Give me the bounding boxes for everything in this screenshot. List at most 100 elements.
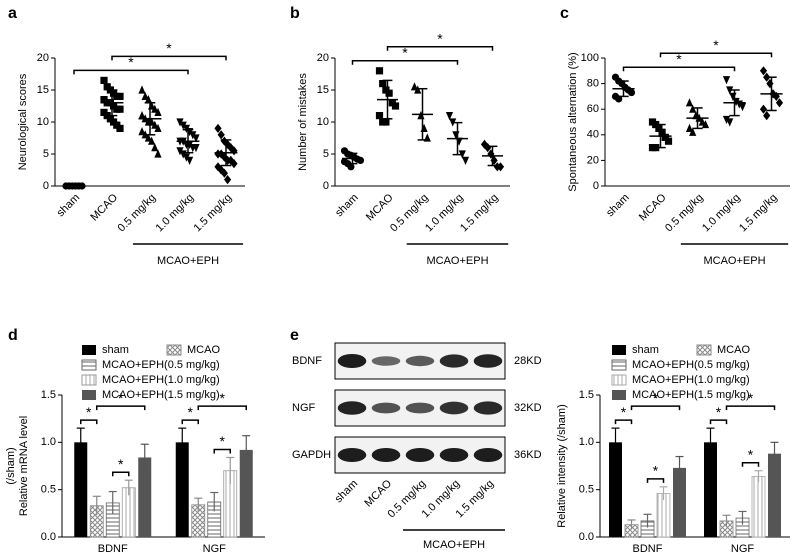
data-point — [701, 119, 710, 129]
bar — [704, 442, 717, 537]
data-point — [661, 133, 669, 141]
y-tick-label: 0.0 — [41, 531, 56, 543]
data-point — [192, 144, 200, 153]
legend-label: MCAO — [717, 344, 750, 356]
data-point — [116, 92, 124, 100]
data-point — [385, 89, 393, 97]
y-tick-label: 80 — [587, 78, 599, 90]
data-point — [224, 175, 232, 185]
significance-bracket — [386, 46, 494, 51]
y-axis-label: Spontaneous alternation (%) — [567, 52, 579, 191]
data-point — [382, 118, 390, 126]
data-point — [689, 127, 697, 136]
blot-band — [337, 354, 367, 368]
data-point — [138, 85, 146, 94]
significance-label: * — [166, 40, 172, 56]
data-point — [445, 112, 454, 121]
y-axis-label: Relative mRNA level — [18, 416, 30, 516]
significance-bracket — [197, 405, 247, 411]
bar — [239, 449, 253, 537]
data-point — [217, 130, 225, 140]
blot-band — [439, 448, 469, 462]
data-point — [414, 85, 422, 94]
y-tick-label: 5 — [323, 148, 329, 160]
x-tick-label: 0.5 mg/kg — [116, 192, 159, 235]
significance-bracket — [351, 60, 459, 65]
significance-bracket — [213, 448, 231, 454]
data-point — [347, 163, 355, 171]
bar — [138, 457, 152, 537]
y-tick-label: 1.0 — [41, 436, 56, 448]
y-tick-label: 40 — [587, 129, 599, 141]
x-tick-label: NGF — [731, 543, 755, 555]
y-axis-label: Relative intensity (/sham) — [556, 404, 568, 528]
legend-swatch — [82, 345, 96, 355]
significance-bracket — [622, 66, 736, 72]
significance-bracket — [741, 461, 760, 467]
panel-label: d — [8, 327, 18, 344]
significance-label: * — [653, 463, 659, 479]
data-point — [490, 155, 498, 165]
y-axis-label: (/sham) — [5, 447, 17, 484]
legend-swatch — [82, 390, 96, 400]
blot-band — [473, 401, 503, 415]
significance-label: * — [748, 390, 754, 406]
data-point — [722, 115, 731, 125]
y-tick-label: 10 — [37, 116, 49, 128]
legend-label: MCAO+EPH(0.5 mg/kg) — [102, 359, 220, 371]
significance-label: * — [118, 456, 124, 472]
legend-swatch — [81, 374, 97, 386]
significance-bracket — [96, 405, 146, 411]
x-tick-label: sham — [604, 192, 632, 220]
data-point — [375, 112, 384, 120]
blot-band — [405, 402, 435, 414]
y-tick-label: 0 — [593, 180, 599, 192]
y-tick-label: 0 — [43, 180, 49, 192]
significance-bracket — [614, 419, 633, 425]
significance-label: * — [748, 446, 754, 462]
x-tick-label: MCAO — [637, 191, 669, 223]
significance-label: * — [621, 404, 627, 420]
significance-label: * — [653, 390, 659, 406]
data-point — [420, 123, 428, 132]
data-point — [116, 124, 124, 132]
bar — [74, 442, 88, 537]
y-tick-label: 20 — [587, 154, 599, 166]
significance-bracket — [630, 405, 681, 411]
significance-label: * — [716, 404, 722, 420]
data-point — [759, 104, 768, 114]
y-tick-label: 5 — [43, 148, 49, 160]
legend-swatch — [166, 344, 182, 356]
data-point — [496, 162, 505, 172]
blot-row-label: BDNF — [292, 355, 322, 367]
significance-label: * — [188, 404, 194, 420]
blot-band — [371, 402, 401, 414]
x-tick-label: MCAO — [88, 191, 120, 223]
legend-swatch — [612, 390, 626, 400]
data-point — [148, 136, 156, 145]
data-point — [391, 102, 400, 110]
significance-bracket — [112, 471, 130, 477]
y-tick-label: 15 — [37, 84, 49, 96]
blot-band — [439, 354, 469, 368]
data-point — [214, 123, 222, 133]
data-point — [689, 104, 697, 113]
blot-lane-label: MCAO — [362, 477, 394, 509]
significance-bracket — [725, 405, 776, 411]
data-point — [100, 76, 108, 84]
group-label: MCAO+EPH — [157, 255, 219, 267]
blot-size-label: 28KD — [514, 355, 542, 367]
significance-bracket — [73, 69, 189, 75]
significance-label: * — [402, 45, 408, 61]
data-point — [410, 82, 419, 91]
y-tick-label: 1.5 — [41, 389, 56, 401]
panel-label: c — [560, 5, 569, 22]
group-label: MCAO+EPH — [426, 255, 488, 267]
data-point — [151, 143, 159, 152]
y-tick-label: 0.0 — [579, 531, 594, 543]
significance-label: * — [86, 404, 92, 420]
x-tick-label: sham — [333, 192, 361, 220]
data-point — [655, 124, 663, 132]
blot-band — [337, 448, 367, 462]
